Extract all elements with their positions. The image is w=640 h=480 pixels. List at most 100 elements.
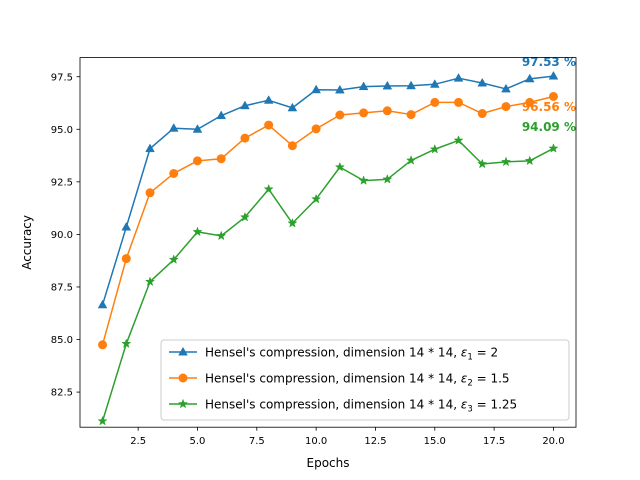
data-point <box>429 143 440 154</box>
x-tick-label: 15.0 <box>424 436 446 447</box>
data-point <box>121 254 131 264</box>
data-point <box>98 340 108 350</box>
series-line <box>101 139 554 422</box>
data-point <box>121 221 132 231</box>
data-point <box>524 73 535 83</box>
data-point <box>453 73 464 82</box>
data-point <box>500 156 512 167</box>
data-point <box>335 110 345 120</box>
data-point <box>334 161 345 172</box>
end-value-label: 94.09 % <box>522 120 576 134</box>
data-point <box>97 415 108 426</box>
data-point <box>216 110 227 120</box>
legend-box <box>160 339 570 421</box>
y-tick-label: 82.5 <box>51 388 73 399</box>
data-point <box>335 84 345 94</box>
y-tick-label: 87.5 <box>51 283 73 294</box>
data-point <box>192 156 202 166</box>
data-point <box>453 135 464 145</box>
legend-entries: Hensel's compression, dimension 14 * 14,… <box>169 346 517 415</box>
legend-swatch-marker <box>178 346 188 356</box>
y-axis-ticks: 82.5 85.0 87.5 90.0 92.5 95.0 97.5 <box>51 72 80 399</box>
y-tick-label: 95.0 <box>51 125 73 136</box>
series-3 <box>97 135 559 426</box>
data-point <box>240 133 250 143</box>
plot-frame <box>79 57 577 428</box>
data-point <box>239 211 251 222</box>
data-point <box>192 226 203 237</box>
x-tick-label: 7.5 <box>249 436 265 447</box>
series-2 <box>98 91 558 350</box>
data-point <box>382 174 393 184</box>
data-point <box>524 155 535 166</box>
x-tick-label: 5.0 <box>190 436 206 447</box>
end-value-label: 97.53 % <box>522 55 576 69</box>
data-point <box>359 108 369 118</box>
data-point <box>548 70 559 80</box>
legend-label: Hensel's compression, dimension 14 * 14,… <box>205 372 510 389</box>
data-point <box>145 143 155 153</box>
y-tick-label: 90.0 <box>51 230 73 241</box>
data-point <box>477 109 487 119</box>
data-point <box>263 95 274 104</box>
legend-swatch-marker <box>178 373 188 383</box>
data-point <box>430 97 440 107</box>
data-point <box>501 83 511 93</box>
data-point <box>406 80 416 90</box>
x-tick-label: 17.5 <box>483 436 505 447</box>
x-tick-label: 10.0 <box>305 436 327 447</box>
x-tick-label: 12.5 <box>364 436 386 447</box>
data-point <box>216 154 226 164</box>
y-tick-label: 92.5 <box>51 177 73 188</box>
data-point <box>358 175 369 185</box>
data-point <box>192 124 203 133</box>
data-point <box>240 100 250 110</box>
x-axis-ticks: 2.5 5.0 7.5 10.0 12.5 15.0 17.5 20.0 <box>130 427 565 447</box>
data-point <box>358 81 369 91</box>
data-point <box>263 183 274 194</box>
data-point <box>145 188 155 198</box>
data-point <box>548 143 559 153</box>
data-point <box>477 158 488 169</box>
data-point <box>382 80 393 90</box>
data-point <box>406 110 416 120</box>
data-point <box>311 84 321 94</box>
data-point <box>382 106 392 116</box>
legend-entry-3: Hensel's compression, dimension 14 * 14,… <box>169 398 517 415</box>
data-point <box>405 155 417 165</box>
y-tick-label: 85.0 <box>51 335 73 346</box>
data-point <box>287 141 297 151</box>
data-point <box>264 120 274 130</box>
legend-label: Hensel's compression, dimension 14 * 14,… <box>205 398 517 415</box>
data-point <box>311 124 321 134</box>
data-point <box>429 79 440 88</box>
data-point <box>501 102 511 112</box>
legend-swatch-marker <box>177 398 189 409</box>
data-point <box>525 97 535 107</box>
data-point <box>169 168 179 178</box>
legend-entry-1: Hensel's compression, dimension 14 * 14,… <box>169 346 498 363</box>
end-value-label: 96.56 % <box>522 100 576 114</box>
legend: Hensel's compression, dimension 14 * 14,… <box>160 339 570 421</box>
y-tick-label: 97.5 <box>51 72 73 83</box>
data-point <box>168 123 179 132</box>
data-point <box>287 102 298 112</box>
end-labels: 97.53 % 96.56 % 94.09 % <box>522 55 576 134</box>
series-1 <box>97 70 559 309</box>
data-point <box>144 276 156 287</box>
series-layer <box>97 70 559 426</box>
data-point <box>287 217 298 228</box>
data-point <box>477 77 488 87</box>
series-line <box>101 75 554 306</box>
data-point <box>121 338 132 349</box>
data-point <box>454 97 464 107</box>
data-point <box>97 299 108 309</box>
legend-entry-2: Hensel's compression, dimension 14 * 14,… <box>169 372 510 389</box>
x-tick-label: 20.0 <box>542 436 564 447</box>
data-point <box>168 254 179 264</box>
legend-label: Hensel's compression, dimension 14 * 14,… <box>205 346 498 363</box>
x-axis-label: Epochs <box>307 456 350 470</box>
data-point <box>311 193 322 204</box>
x-tick-label: 2.5 <box>130 436 146 447</box>
